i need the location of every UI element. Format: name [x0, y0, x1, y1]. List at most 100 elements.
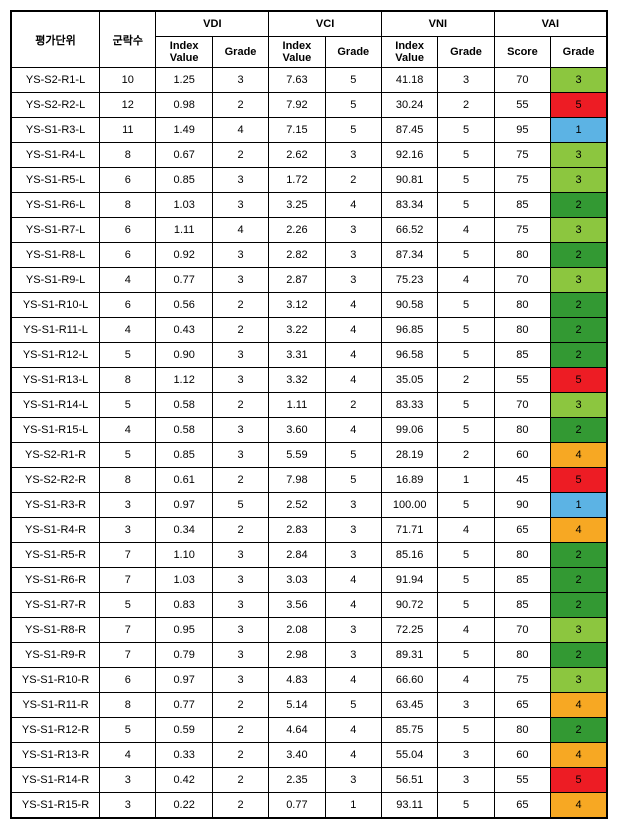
cell-vai-score: 80 [494, 318, 550, 343]
cell-vni-value: 100.00 [381, 493, 437, 518]
table-row: YS-S1-R6-R71.0333.03491.945852 [11, 568, 607, 593]
cell-vci-value: 2.52 [269, 493, 325, 518]
cell-vci-value: 2.98 [269, 643, 325, 668]
table-row: YS-S1-R3-R30.9752.523100.005901 [11, 493, 607, 518]
cell-vni-grade: 2 [438, 443, 494, 468]
cell-vai-grade: 2 [551, 418, 607, 443]
data-table: 평가단위 군락수 VDI VCI VNI VAI IndexValue Grad… [10, 10, 608, 819]
cell-vai-score: 80 [494, 243, 550, 268]
cell-vci-value: 5.14 [269, 693, 325, 718]
cell-vci-value: 7.15 [269, 118, 325, 143]
cell-vdi-grade: 3 [212, 268, 268, 293]
cell-count: 3 [100, 493, 156, 518]
cell-vci-grade: 3 [325, 493, 381, 518]
cell-vdi-grade: 4 [212, 218, 268, 243]
cell-vdi-grade: 3 [212, 668, 268, 693]
cell-id: YS-S1-R4-R [11, 518, 100, 543]
cell-vni-grade: 5 [438, 593, 494, 618]
cell-vci-grade: 4 [325, 593, 381, 618]
table-row: YS-S1-R8-R70.9532.08372.254703 [11, 618, 607, 643]
cell-id: YS-S1-R11-R [11, 693, 100, 718]
cell-count: 3 [100, 768, 156, 793]
cell-vdi-grade: 2 [212, 693, 268, 718]
header-vai-score: Score [494, 37, 550, 68]
cell-count: 7 [100, 618, 156, 643]
cell-id: YS-S1-R14-R [11, 768, 100, 793]
cell-vdi-value: 1.25 [156, 68, 212, 93]
table-row: YS-S2-R1-R50.8535.59528.192604 [11, 443, 607, 468]
cell-vdi-grade: 3 [212, 618, 268, 643]
cell-vci-grade: 5 [325, 468, 381, 493]
cell-vci-grade: 5 [325, 693, 381, 718]
table-row: YS-S1-R9-R70.7932.98389.315802 [11, 643, 607, 668]
cell-vci-value: 3.40 [269, 743, 325, 768]
table-row: YS-S1-R7-R50.8333.56490.725852 [11, 593, 607, 618]
cell-vci-grade: 1 [325, 793, 381, 819]
cell-id: YS-S1-R4-L [11, 143, 100, 168]
cell-vai-score: 65 [494, 793, 550, 819]
cell-vai-score: 65 [494, 518, 550, 543]
cell-id: YS-S1-R11-L [11, 318, 100, 343]
cell-vdi-grade: 3 [212, 593, 268, 618]
cell-vci-value: 7.98 [269, 468, 325, 493]
cell-vni-value: 87.45 [381, 118, 437, 143]
cell-vci-value: 3.60 [269, 418, 325, 443]
table-row: YS-S1-R4-R30.3422.83371.714654 [11, 518, 607, 543]
cell-vdi-value: 0.77 [156, 693, 212, 718]
cell-vai-grade: 2 [551, 718, 607, 743]
cell-vai-grade: 5 [551, 768, 607, 793]
cell-id: YS-S1-R6-L [11, 193, 100, 218]
cell-vni-value: 92.16 [381, 143, 437, 168]
cell-vni-value: 35.05 [381, 368, 437, 393]
cell-vai-grade: 5 [551, 368, 607, 393]
cell-count: 12 [100, 93, 156, 118]
cell-vni-grade: 2 [438, 93, 494, 118]
table-row: YS-S1-R8-L60.9232.82387.345802 [11, 243, 607, 268]
cell-count: 5 [100, 443, 156, 468]
cell-vci-value: 7.92 [269, 93, 325, 118]
cell-vai-grade: 2 [551, 193, 607, 218]
cell-id: YS-S1-R5-L [11, 168, 100, 193]
cell-vai-grade: 3 [551, 393, 607, 418]
table-row: YS-S1-R14-L50.5821.11283.335703 [11, 393, 607, 418]
table-row: YS-S1-R13-L81.1233.32435.052555 [11, 368, 607, 393]
cell-id: YS-S1-R8-L [11, 243, 100, 268]
cell-vdi-value: 0.22 [156, 793, 212, 819]
cell-vni-grade: 4 [438, 268, 494, 293]
cell-vni-value: 16.89 [381, 468, 437, 493]
cell-vdi-grade: 3 [212, 543, 268, 568]
cell-vci-grade: 4 [325, 343, 381, 368]
cell-vdi-grade: 2 [212, 718, 268, 743]
cell-vai-score: 75 [494, 168, 550, 193]
cell-count: 5 [100, 718, 156, 743]
cell-vai-grade: 2 [551, 568, 607, 593]
cell-vci-value: 3.31 [269, 343, 325, 368]
cell-vni-grade: 4 [438, 668, 494, 693]
cell-vai-score: 75 [494, 668, 550, 693]
cell-vci-value: 3.22 [269, 318, 325, 343]
cell-vai-grade: 4 [551, 693, 607, 718]
cell-vdi-value: 0.34 [156, 518, 212, 543]
cell-vai-score: 55 [494, 368, 550, 393]
cell-vdi-value: 0.85 [156, 168, 212, 193]
cell-id: YS-S2-R1-R [11, 443, 100, 468]
header-vai: VAI [494, 11, 607, 37]
cell-vni-grade: 5 [438, 393, 494, 418]
cell-vai-grade: 5 [551, 93, 607, 118]
cell-vni-value: 85.16 [381, 543, 437, 568]
cell-id: YS-S1-R7-L [11, 218, 100, 243]
cell-vci-value: 2.82 [269, 243, 325, 268]
cell-vci-value: 0.77 [269, 793, 325, 819]
cell-vdi-grade: 4 [212, 118, 268, 143]
cell-vni-value: 55.04 [381, 743, 437, 768]
cell-count: 6 [100, 168, 156, 193]
table-row: YS-S1-R5-R71.1032.84385.165802 [11, 543, 607, 568]
cell-vni-value: 87.34 [381, 243, 437, 268]
cell-vai-score: 80 [494, 643, 550, 668]
cell-vdi-value: 0.42 [156, 768, 212, 793]
cell-vni-grade: 1 [438, 468, 494, 493]
table-row: YS-S2-R1-L101.2537.63541.183703 [11, 68, 607, 93]
table-row: YS-S1-R10-R60.9734.83466.604753 [11, 668, 607, 693]
cell-count: 8 [100, 143, 156, 168]
cell-vai-grade: 2 [551, 243, 607, 268]
